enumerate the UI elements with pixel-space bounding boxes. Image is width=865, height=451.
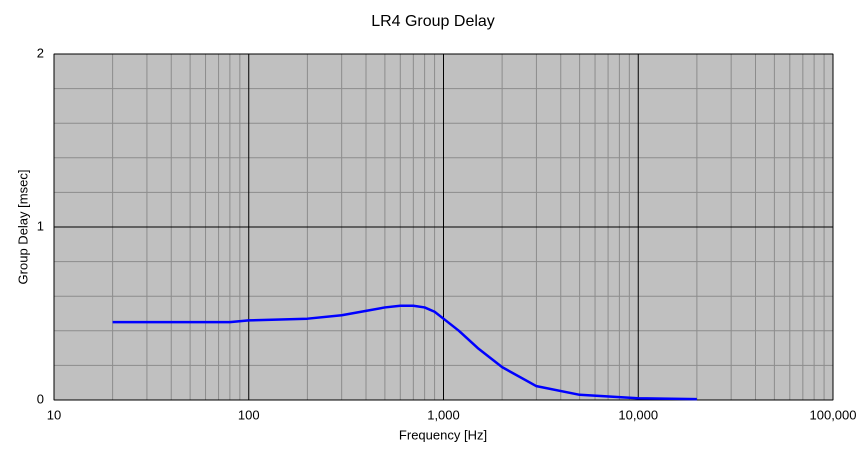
- chart-title: LR4 Group Delay: [371, 13, 495, 30]
- x-tick-label: 1,000: [427, 407, 460, 422]
- x-tick-label: 100,000: [810, 407, 857, 422]
- y-axis-label: Group Delay [msec]: [15, 170, 30, 285]
- y-tick-label: 2: [37, 45, 44, 60]
- grid: [53, 53, 834, 401]
- y-tick-label: 0: [37, 391, 44, 406]
- x-tick-label: 10: [47, 407, 61, 422]
- x-tick-label: 10,000: [618, 407, 658, 422]
- data-line: [112, 304, 697, 401]
- y-tick-label: 1: [37, 218, 44, 233]
- x-axis-label: Frequency [Hz]: [399, 427, 487, 442]
- x-tick-label: 100: [238, 407, 260, 422]
